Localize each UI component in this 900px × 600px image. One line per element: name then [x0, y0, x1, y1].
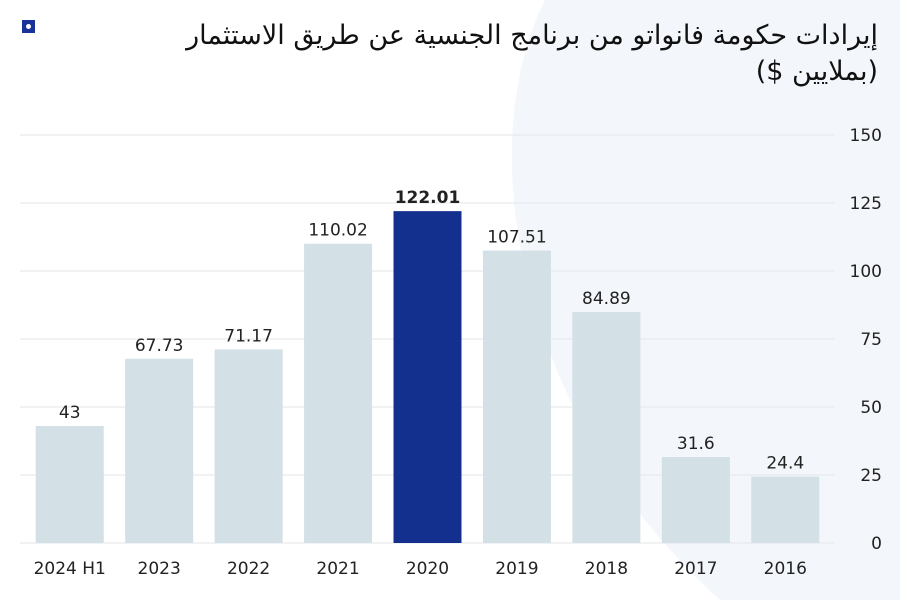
bar — [482, 250, 551, 543]
data-label: 67.73 — [135, 336, 184, 356]
x-tick-label: 2023 — [138, 559, 181, 579]
bar — [35, 426, 104, 543]
bar — [751, 476, 820, 543]
x-tick-label: 2019 — [495, 559, 538, 579]
bar — [304, 243, 373, 543]
y-tick-label: 25 — [860, 466, 882, 486]
x-tick-label: 2024 H1 — [34, 559, 106, 579]
bar — [572, 312, 641, 543]
x-tick-label: 2022 — [227, 559, 270, 579]
bar — [125, 358, 194, 543]
bar — [661, 457, 730, 543]
y-tick-label: 100 — [850, 262, 882, 282]
data-label: 107.51 — [487, 228, 546, 248]
bar — [393, 211, 462, 543]
x-tick-label: 2017 — [674, 559, 717, 579]
data-label: 122.01 — [395, 188, 461, 208]
data-label: 71.17 — [224, 326, 273, 346]
data-label: 24.4 — [766, 454, 804, 474]
x-tick-label: 2020 — [406, 559, 449, 579]
logo-icon — [22, 20, 35, 33]
data-label: 31.6 — [677, 434, 715, 454]
y-tick-label: 50 — [860, 398, 882, 418]
y-tick-label: 0 — [871, 534, 882, 554]
data-label: 110.02 — [308, 221, 367, 241]
x-tick-label: 2016 — [764, 559, 807, 579]
y-tick-label: 125 — [850, 194, 882, 214]
data-label: 84.89 — [582, 289, 631, 309]
bar — [214, 349, 283, 543]
y-tick-label: 150 — [850, 126, 882, 146]
chart-title: إيرادات حكومة فانواتو من برنامج الجنسية … — [186, 20, 878, 87]
y-tick-label: 75 — [860, 330, 882, 350]
data-label: 43 — [59, 403, 81, 423]
x-tick-label: 2021 — [316, 559, 359, 579]
x-tick-label: 2018 — [585, 559, 628, 579]
